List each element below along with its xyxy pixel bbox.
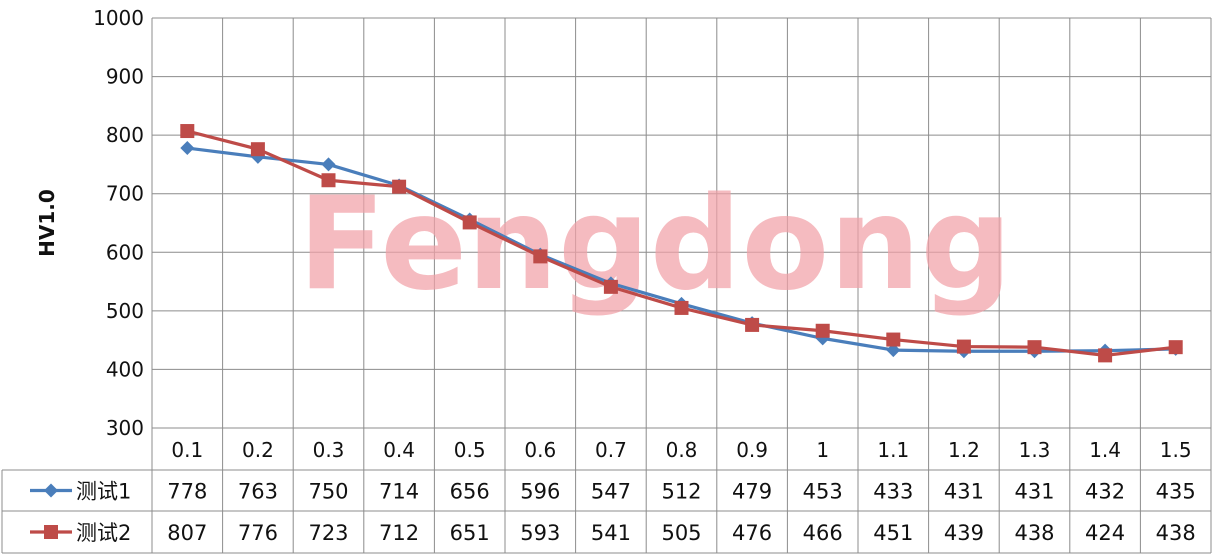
table-cell-value: 593	[520, 521, 560, 545]
table-cell-value: 432	[1085, 480, 1125, 504]
x-tick-label: 1.4	[1089, 438, 1121, 462]
data-point	[815, 323, 830, 338]
table-cell-value: 433	[873, 480, 913, 504]
data-point	[392, 179, 407, 194]
table-cell-value: 431	[1014, 480, 1054, 504]
data-point	[321, 157, 336, 172]
x-tick-label: 0.7	[595, 438, 627, 462]
x-tick-label: 0.5	[454, 438, 486, 462]
x-tick-label: 0.2	[242, 438, 274, 462]
data-point	[1098, 348, 1113, 363]
table-cell-value: 807	[167, 521, 207, 545]
table-cell-value: 505	[661, 521, 701, 545]
table-cell-value: 438	[1156, 521, 1196, 545]
table-cell-value: 656	[450, 480, 490, 504]
table-cell-value: 453	[803, 480, 843, 504]
x-tick-label: 0.9	[736, 438, 768, 462]
data-point	[745, 317, 760, 332]
table-cell-value: 723	[308, 521, 348, 545]
table-cell-value: 776	[238, 521, 278, 545]
table-cell-value: 476	[732, 521, 772, 545]
legend-label: 测试2	[76, 521, 131, 545]
data-point	[533, 249, 548, 264]
legend-item: 测试1	[30, 480, 131, 504]
x-tick-label: 0.1	[171, 438, 203, 462]
data-point	[886, 343, 901, 358]
table-cell-value: 431	[944, 480, 984, 504]
table-cell-value: 479	[732, 480, 772, 504]
data-point	[180, 124, 195, 139]
table-cell-value: 435	[1156, 480, 1196, 504]
table-cell-value: 451	[873, 521, 913, 545]
data-point	[180, 141, 195, 156]
y-tick-label: 300	[106, 416, 144, 440]
y-tick-label: 700	[106, 182, 144, 206]
table-cell-value: 714	[379, 480, 419, 504]
data-point	[250, 142, 265, 157]
y-tick-label: 1000	[93, 6, 144, 30]
x-tick-label: 0.6	[524, 438, 556, 462]
series-lines	[180, 124, 1183, 363]
y-tick-label: 400	[106, 357, 144, 381]
data-point	[674, 300, 689, 315]
x-tick-label: 0.8	[666, 438, 698, 462]
data-table: 0.1 0.2 0.3 0.4 0.5 0.6 0.7 0.8 0.9 1 1.1 1.2 1.3 1.4…	[30, 438, 1196, 545]
table-cell-value: 750	[308, 480, 348, 504]
gridlines	[1, 17, 1212, 554]
x-tick-label: 0.4	[383, 438, 415, 462]
y-tick-label: 600	[106, 240, 144, 264]
table-cell-value: 439	[944, 521, 984, 545]
x-tick-label: 1.3	[1019, 438, 1051, 462]
data-point	[1027, 340, 1042, 355]
table-cell-value: 547	[591, 480, 631, 504]
y-tick-label: 800	[106, 123, 144, 147]
table-cell-value: 466	[803, 521, 843, 545]
data-point	[886, 332, 901, 347]
table-cell-value: 424	[1085, 521, 1125, 545]
y-tick-label: 500	[106, 299, 144, 323]
y-axis: 300 400 500 600 700 800 900 1000	[93, 6, 144, 440]
data-point	[956, 339, 971, 354]
table-cell-value: 778	[167, 480, 207, 504]
data-point	[603, 279, 618, 294]
table-cell-value: 763	[238, 480, 278, 504]
x-tick-label: 1.1	[877, 438, 909, 462]
legend-label: 测试1	[76, 480, 131, 504]
x-tick-label: 1.2	[948, 438, 980, 462]
data-point	[321, 173, 336, 188]
data-point	[1168, 340, 1183, 355]
legend-item: 测试2	[30, 521, 131, 545]
table-cell-value: 596	[520, 480, 560, 504]
y-axis-label: HV1.0	[35, 189, 59, 257]
series-2	[180, 124, 1183, 363]
x-tick-label: 1.5	[1160, 438, 1192, 462]
legend-marker	[44, 525, 58, 539]
legend-marker	[44, 483, 58, 498]
data-point	[462, 215, 477, 230]
y-tick-label: 900	[106, 65, 144, 89]
table-cell-value: 438	[1014, 521, 1054, 545]
table-cell-value: 712	[379, 521, 419, 545]
x-tick-label: 0.3	[313, 438, 345, 462]
table-cell-value: 651	[450, 521, 490, 545]
table-cell-value: 541	[591, 521, 631, 545]
x-tick-label: 1	[816, 438, 829, 462]
table-cell-value: 512	[661, 480, 701, 504]
